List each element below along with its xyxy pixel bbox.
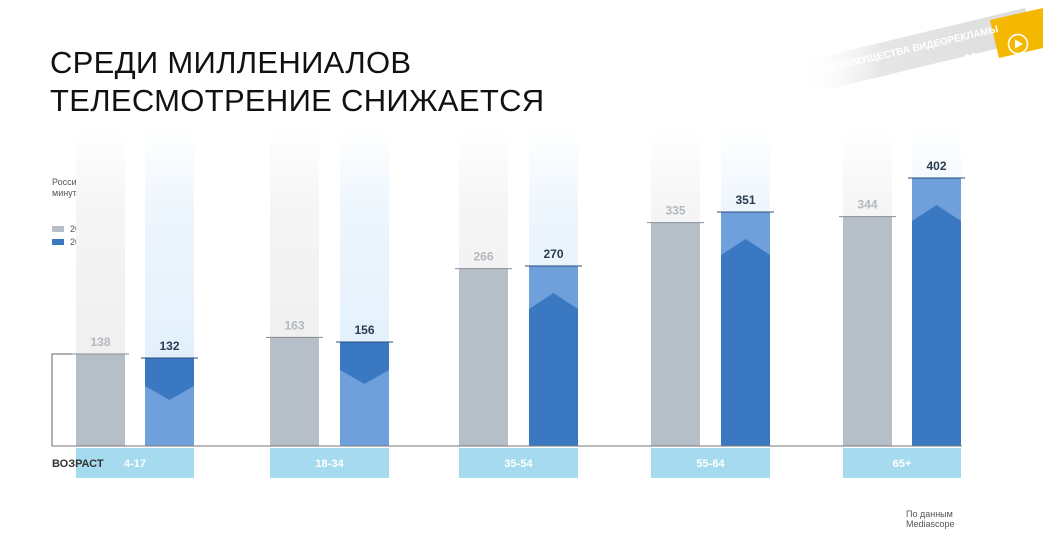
category-label: 65+ xyxy=(893,458,912,470)
category-label: 35-54 xyxy=(504,458,533,470)
play-icon xyxy=(1007,33,1029,55)
bar-2016-arrow xyxy=(721,239,770,446)
legend-swatch-2012 xyxy=(52,225,64,232)
category-label: 4-17 xyxy=(124,458,146,470)
bar-2012 xyxy=(459,268,508,446)
ribbon-page-number: 04 xyxy=(963,51,978,66)
bar-2016-arrow xyxy=(529,293,578,446)
bar-2012 xyxy=(270,337,319,446)
bar-2016-chevron xyxy=(145,358,194,400)
data-label-2016: 156 xyxy=(354,323,374,337)
title-line-2: ТЕЛЕСМОТРЕНИЕ СНИЖАЕТСЯ xyxy=(50,83,545,118)
data-label-2016: 351 xyxy=(735,193,755,207)
source-line-1: По данным xyxy=(906,509,953,519)
guide-line xyxy=(51,353,76,447)
data-label-2012: 138 xyxy=(90,335,110,349)
source-note: По данным Mediascope xyxy=(906,509,996,529)
data-label-2012: 335 xyxy=(665,204,685,218)
source-line-2: Mediascope xyxy=(906,519,955,529)
data-label-2016: 132 xyxy=(159,339,179,353)
section-ribbon: ПРЕИМУЩЕСТВА ВИДЕОРЕКЛАМЫ 04 xyxy=(800,8,1043,90)
category-label: 55-64 xyxy=(696,458,725,470)
legend-swatch-2016 xyxy=(52,238,64,245)
category-band xyxy=(459,448,578,478)
category-band xyxy=(651,448,770,478)
bar-2012 xyxy=(76,354,125,446)
bar-2012 xyxy=(843,216,892,446)
title-line-1: СРЕДИ МИЛЛЕНИАЛОВ xyxy=(50,45,412,80)
data-label-2016: 402 xyxy=(926,159,946,173)
category-band xyxy=(270,448,389,478)
category-band xyxy=(843,448,961,478)
data-label-2012: 344 xyxy=(857,198,877,212)
data-label-2012: 266 xyxy=(473,250,493,264)
x-axis-label: ВОЗРАСТ xyxy=(52,458,104,470)
ribbon-accent xyxy=(990,8,1043,58)
category-band xyxy=(76,448,194,478)
category-label: 18-34 xyxy=(315,458,344,470)
bar-2016-chevron xyxy=(340,342,389,384)
page-title: СРЕДИ МИЛЛЕНИАЛОВ ТЕЛЕСМОТРЕНИЕ СНИЖАЕТС… xyxy=(50,44,545,120)
bar-2012 xyxy=(651,222,700,446)
data-label-2016: 270 xyxy=(543,247,563,261)
bar-2016-arrow xyxy=(912,205,961,446)
data-label-2012: 163 xyxy=(284,318,304,332)
